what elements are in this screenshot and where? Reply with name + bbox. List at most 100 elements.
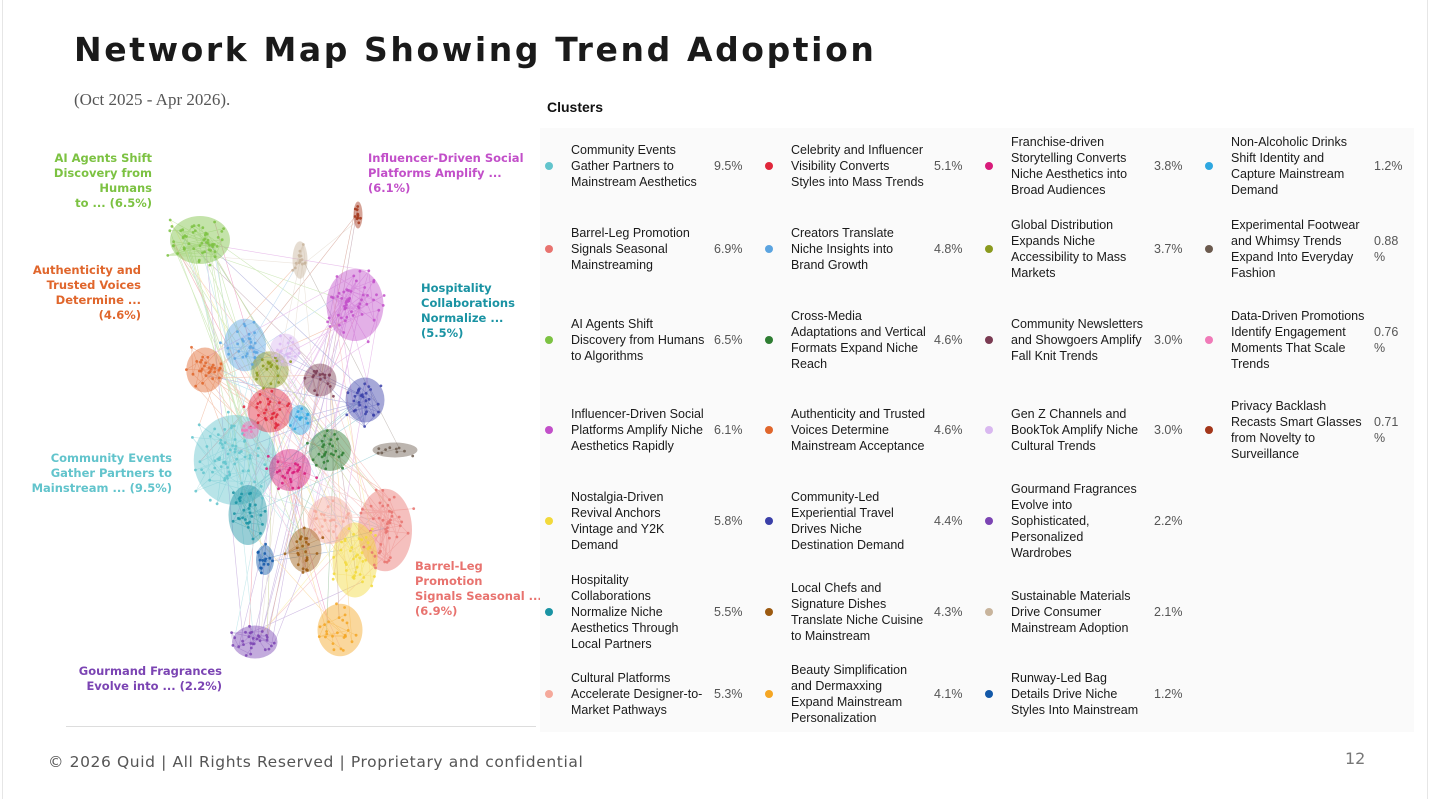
cluster-share: 2.1% [1154,605,1183,619]
cluster-color-dot [985,608,993,616]
cluster-share: 3.7% [1154,242,1183,256]
network-label-hospitality: Hospitality Collaborations Normalize ...… [421,281,515,340]
cluster-share: 2.2% [1154,514,1183,528]
cluster-share: 9.5% [714,159,743,173]
cluster-color-dot [985,426,993,434]
cluster-legend-item: Cross-Media Adaptations and Vertical For… [760,298,980,382]
network-cluster-blob [317,603,363,657]
clusters-heading: Clusters [547,99,604,115]
cluster-legend-item: Barrel-Leg Promotion Signals Seasonal Ma… [540,207,760,291]
cluster-name: Community-Led Experiential Travel Drives… [791,490,905,552]
cluster-color-dot [765,690,773,698]
cluster-color-dot [985,336,993,344]
date-range-subtitle: (Oct 2025 - Apr 2026). [74,90,231,109]
cluster-color-dot [1205,336,1213,344]
cluster-name: Barrel-Leg Promotion Signals Seasonal Ma… [571,226,690,272]
network-cluster-blob [332,522,378,598]
clusters-legend: Community Events Gather Partners to Main… [540,128,1414,732]
cluster-share: 5.8% [714,514,743,528]
network-cluster-blob [232,625,278,659]
cluster-color-dot [545,608,553,616]
network-edges [167,208,414,656]
cluster-share: 5.3% [714,687,743,701]
cluster-legend-item: Community Newsletters and Showgoers Ampl… [980,298,1200,382]
cluster-share: 3.0% [1154,333,1183,347]
network-cluster-blob [247,387,293,433]
page-number: 12 [1345,749,1366,768]
cluster-legend-item: Sustainable Materials Drive Consumer Mai… [980,570,1200,654]
cluster-share: 4.8% [934,242,963,256]
network-label-community-events: Community Events Gather Partners to Main… [31,451,172,495]
cluster-share: 4.3% [934,605,963,619]
cluster-color-dot [765,426,773,434]
cluster-legend-item: Runway-Led Bag Details Drive Niche Style… [980,652,1200,736]
cluster-share: 1.2% [1154,687,1183,701]
network-cluster-blob [309,429,351,471]
cluster-color-dot [765,517,773,525]
cluster-name: Authenticity and Trusted Voices Determin… [791,407,926,453]
cluster-share: 5.5% [714,605,743,619]
cluster-legend-item: AI Agents Shift Discovery from Humans to… [540,298,760,382]
cluster-name: Experimental Footwear and Whimsy Trends … [1231,218,1360,280]
cluster-legend-item: Nostalgia-Driven Revival Anchors Vintage… [540,479,760,563]
network-label-barrel-leg: Barrel-Leg Promotion Signals Seasonal ..… [415,559,542,618]
cluster-name: Data-Driven Promotions Identify Engageme… [1231,309,1365,371]
network-cluster-blob [186,347,224,393]
network-map: AI Agents Shift Discovery from Humans to… [0,130,545,710]
cluster-legend-item: Creators Translate Niche Insights into B… [760,207,980,291]
cluster-share: 4.6% [934,333,963,347]
cluster-name: Local Chefs and Signature Dishes Transla… [791,581,924,643]
cluster-color-dot [1205,162,1213,170]
cluster-color-dot [985,245,993,253]
cluster-legend-item: Hospitality Collaborations Normalize Nic… [540,570,760,654]
cluster-legend-item: Experimental Footwear and Whimsy Trends … [1200,207,1420,291]
cluster-share: 3.8% [1154,159,1183,173]
cluster-color-dot [765,608,773,616]
cluster-legend-item: Global Distribution Expands Niche Access… [980,207,1200,291]
cluster-name: Global Distribution Expands Niche Access… [1011,218,1127,280]
cluster-legend-item: Gourmand Fragrances Evolve into Sophisti… [980,479,1200,563]
network-cluster-blob [288,527,322,573]
cluster-legend-item: Data-Driven Promotions Identify Engageme… [1200,298,1420,382]
cluster-legend-item: Beauty Simplification and Dermaxxing Exp… [760,652,980,736]
cluster-share: 5.1% [934,159,963,173]
cluster-share: 6.9% [714,242,743,256]
network-graph [166,201,418,659]
cluster-color-dot [985,517,993,525]
network-cluster-blob [228,485,268,545]
clusters-table-background [540,128,1414,732]
cluster-legend-item: Community Events Gather Partners to Main… [540,124,760,208]
cluster-color-dot [985,162,993,170]
network-cluster-blob [241,421,259,439]
cluster-name: AI Agents Shift Discovery from Humans to… [571,317,705,363]
cluster-share: 4.4% [934,514,963,528]
cluster-name: Cultural Platforms Accelerate Designer-t… [571,671,703,717]
network-nodes [166,205,416,657]
cluster-legend-item: Community-Led Experiential Travel Drives… [760,479,980,563]
slide-title: Network Map Showing Trend Adoption [74,30,877,69]
cluster-color-dot [545,426,553,434]
network-label-gourmand: Gourmand Fragrances Evolve into ... (2.2… [78,664,222,693]
cluster-share: 0.88 % [1374,234,1399,264]
cluster-name: Privacy Backlash Recasts Smart Glasses f… [1231,399,1362,461]
network-label-authenticity: Authenticity and Trusted Voices Determin… [32,263,141,322]
cluster-color-dot [765,336,773,344]
cluster-legend-item: Authenticity and Trusted Voices Determin… [760,388,980,472]
cluster-name: Non-Alcoholic Drinks Shift Identity and … [1231,135,1348,197]
cluster-name: Franchise-driven Storytelling Converts N… [1011,135,1128,197]
cluster-share: 1.2% [1374,159,1403,173]
cluster-name: Sustainable Materials Drive Consumer Mai… [1011,589,1131,635]
cluster-legend-item: Local Chefs and Signature Dishes Transla… [760,570,980,654]
cluster-color-dot [545,690,553,698]
footer-divider [66,726,536,727]
network-cluster-blob [270,333,300,367]
copyright-footer: © 2026 Quid | All Rights Reserved | Prop… [48,753,584,771]
cluster-share: 4.6% [934,423,963,437]
network-label-ai-agents: AI Agents Shift Discovery from Humans to… [53,151,152,210]
cluster-color-dot [545,517,553,525]
cluster-color-dot [545,245,553,253]
cluster-share: 4.1% [934,687,963,701]
cluster-name: Beauty Simplification and Dermaxxing Exp… [791,663,908,725]
cluster-name: Nostalgia-Driven Revival Anchors Vintage… [571,490,665,552]
